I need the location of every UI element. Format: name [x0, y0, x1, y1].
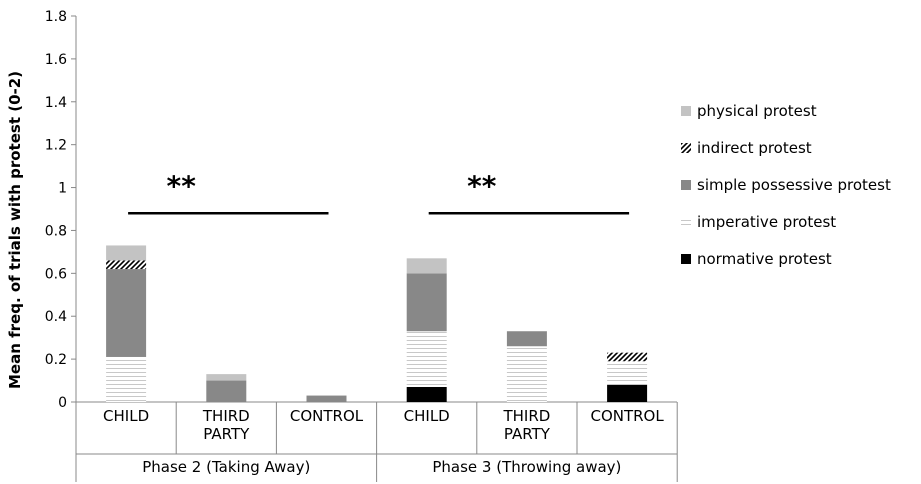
- bar-segment-simple-possessive-protest: [506, 331, 547, 347]
- bar-segment-imperative-protest: [506, 346, 547, 402]
- bar-segment-imperative-protest: [607, 361, 648, 385]
- x-category-label: THIRD: [202, 407, 250, 425]
- y-tick-label: 0.6: [45, 266, 67, 282]
- y-tick-label: 0.2: [45, 352, 67, 368]
- legend-label: simple possessive protest: [697, 176, 891, 194]
- legend-swatch: [681, 254, 691, 264]
- bar-segment-indirect-protest: [106, 260, 147, 270]
- bar-segment-simple-possessive-protest: [406, 273, 447, 332]
- legend-label: normative protest: [697, 250, 832, 268]
- y-tick-label: 0: [58, 395, 67, 411]
- legend-swatch: [681, 180, 691, 190]
- bar-segment-simple-possessive-protest: [106, 269, 147, 357]
- significance-label: **: [467, 169, 497, 202]
- legend: physical protest indirect protest simple p…: [681, 102, 891, 268]
- bar-segment-simple-possessive-protest: [206, 380, 247, 402]
- x-category-label: THIRD: [502, 407, 550, 425]
- y-axis-label: Mean freq. of trials with protest (0-2): [6, 71, 24, 389]
- bar-segment-normative-protest: [406, 386, 447, 402]
- legend-label: indirect protest: [697, 139, 812, 157]
- legend-swatch: [681, 106, 691, 116]
- y-tick-label: 1.4: [45, 95, 67, 111]
- y-tick-label: 1.8: [45, 9, 67, 25]
- x-category-label: CHILD: [404, 407, 450, 425]
- x-group-label: Phase 2 (Taking Away): [142, 458, 310, 476]
- y-tick-label: 1: [58, 181, 67, 197]
- bar-segment-physical-protest: [206, 374, 247, 381]
- legend-label: imperative protest: [697, 213, 836, 231]
- x-category-label: CHILD: [103, 407, 149, 425]
- legend-swatch: [681, 217, 691, 227]
- y-tick-label: 0.4: [45, 309, 67, 325]
- x-category-label: PARTY: [203, 425, 250, 443]
- bar-segment-physical-protest: [106, 245, 147, 261]
- x-category-label: PARTY: [504, 425, 551, 443]
- bars-layer: [106, 245, 648, 402]
- significance-layer: ** **: [128, 169, 630, 215]
- x-category-label: CONTROL: [290, 407, 364, 425]
- bar-segment-imperative-protest: [106, 356, 147, 402]
- y-tick-label: 1.2: [45, 138, 67, 154]
- significance-label: **: [167, 169, 197, 202]
- bar-segment-physical-protest: [406, 258, 447, 274]
- bar-segment-normative-protest: [607, 384, 648, 402]
- x-group-label: Phase 3 (Throwing away): [432, 458, 621, 476]
- legend-label: physical protest: [697, 102, 817, 120]
- y-tick-label: 1.6: [45, 52, 67, 68]
- legend-swatch: [681, 143, 691, 153]
- y-axis-ticks: 0 0.2 0.4 0.6 0.8 1 1.2 1.4 1.6 1.8: [45, 9, 76, 411]
- x-category-label: CONTROL: [590, 407, 664, 425]
- bar-segment-simple-possessive-protest: [306, 395, 347, 402]
- y-tick-label: 0.8: [45, 223, 67, 239]
- bar-segment-indirect-protest: [607, 352, 648, 362]
- bar-segment-imperative-protest: [406, 331, 447, 387]
